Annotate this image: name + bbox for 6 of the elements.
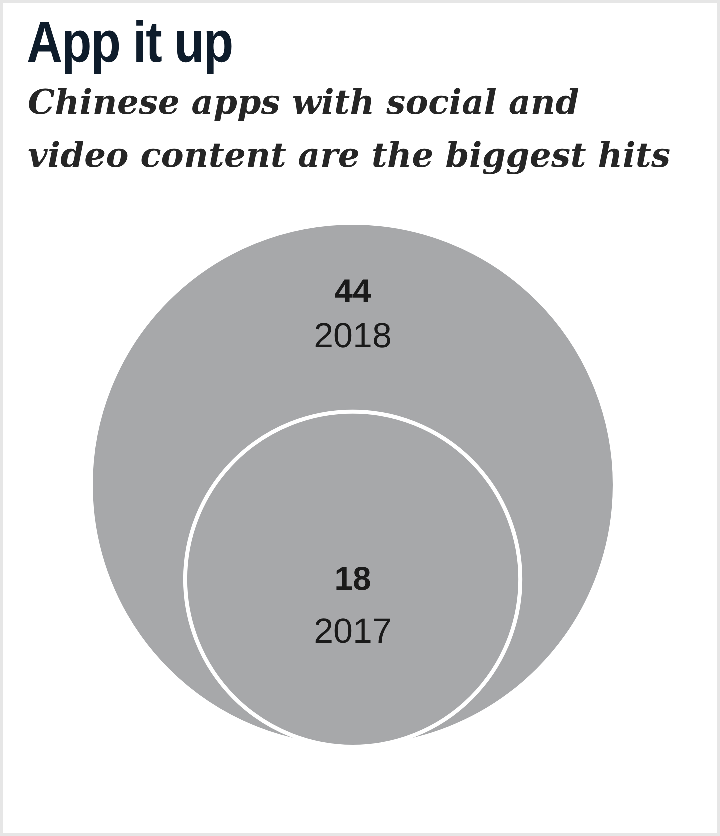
- text: App it up: [27, 10, 233, 76]
- data-label: 44: [334, 272, 372, 310]
- category-label: 2017: [314, 612, 392, 652]
- data-label: 18: [334, 560, 372, 598]
- category-label: 2018: [314, 316, 392, 356]
- text: Chinese apps with social and video content are the biggest hits: [28, 82, 672, 178]
